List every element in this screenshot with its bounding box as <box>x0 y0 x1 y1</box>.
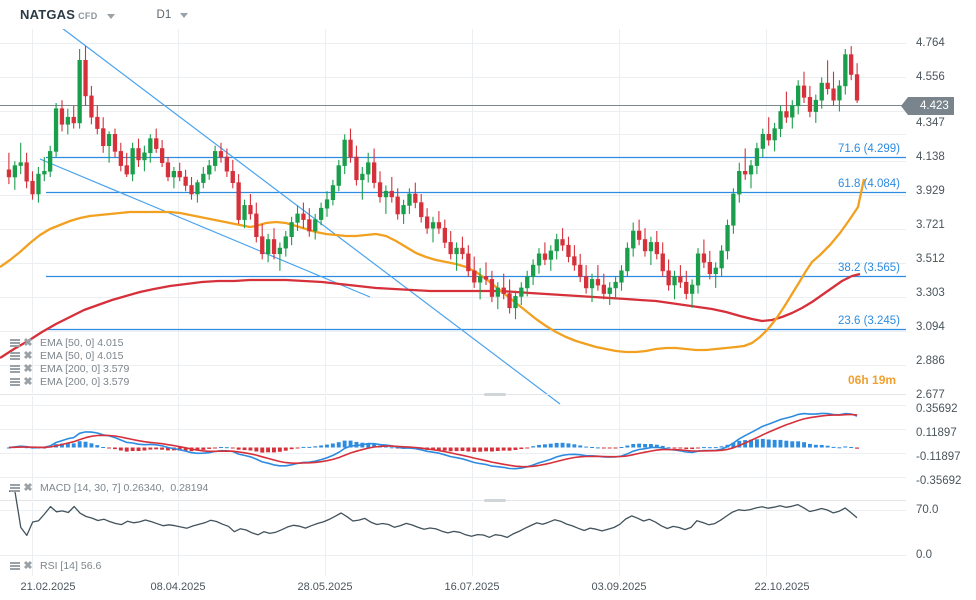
close-icon[interactable]: ✖ <box>23 363 33 375</box>
countdown-hours: 06h <box>848 373 869 387</box>
macd-histogram <box>7 438 859 453</box>
price-axis-label: 2.677 <box>916 389 945 401</box>
close-icon[interactable]: ✖ <box>23 337 33 349</box>
gridlines-vertical <box>32 29 767 393</box>
time-axis-label: 22.10.2025 <box>754 581 810 593</box>
rsi-line <box>9 490 858 539</box>
price-axis-label: 3.303 <box>916 287 945 299</box>
legend-label: EMA [200, 0] 3.579 <box>40 363 130 375</box>
rsi-chart-canvas <box>0 490 906 576</box>
gridlines-horizontal <box>0 43 906 366</box>
price-indicator-legend: ✖ EMA [50, 0] 4.015 ✖ EMA [50, 0] 4.015 … <box>10 337 129 389</box>
macd-signal-line <box>8 413 858 468</box>
price-pane[interactable]: 71.6 (4.299) 61.8 (4.084) 38.2 (3.565) 2… <box>0 24 906 405</box>
price-axis-label: 3.929 <box>916 185 945 197</box>
price-axis-label: 3.094 <box>916 321 945 333</box>
candlestick-series <box>6 46 860 320</box>
time-axis-label: 21.02.2025 <box>20 581 76 593</box>
legend-label: MACD [14, 30, 7] 0.26340, <box>40 481 165 494</box>
rsi-pane[interactable]: ✖ RSI [14] 56.6 <box>0 490 906 576</box>
macd-chart-canvas <box>0 396 906 499</box>
chevron-down-icon <box>106 14 115 19</box>
legend-item-macd[interactable]: ✖ MACD [14, 30, 7] 0.26340, 0.28194 <box>10 481 208 494</box>
close-icon[interactable]: ✖ <box>23 481 33 494</box>
pane-resize-handle[interactable] <box>484 393 506 396</box>
fib-label-0: 71.6 (4.299) <box>838 143 901 155</box>
settings-icon[interactable] <box>10 561 20 571</box>
countdown-minutes: 19m <box>872 373 897 387</box>
chevron-down-icon <box>180 12 189 18</box>
settings-icon[interactable] <box>10 351 20 361</box>
legend-label: EMA [50, 0] 4.015 <box>40 337 124 349</box>
price-axis-label: 3.512 <box>916 253 945 265</box>
legend-item-ema50-b[interactable]: ✖ EMA [50, 0] 4.015 <box>10 350 129 362</box>
legend-item-ema50-a[interactable]: ✖ EMA [50, 0] 4.015 <box>10 337 129 349</box>
legend-label: EMA [50, 0] 4.015 <box>40 350 124 362</box>
chart-toolbar: NATGAS CFD D1 <box>0 0 976 29</box>
price-axis-label: 4.347 <box>916 117 945 129</box>
fib-label-3: 23.6 (3.245) <box>838 315 901 327</box>
macd-axis-label: -0.35692 <box>916 475 962 487</box>
bar-countdown: 06h 19m <box>848 373 896 387</box>
fib-label-1: 61.8 (4.084) <box>838 178 901 190</box>
price-axis-label: 4.764 <box>916 37 945 49</box>
symbol-selector[interactable]: NATGAS CFD <box>20 7 115 22</box>
time-axis-label: 03.09.2025 <box>591 581 647 593</box>
time-axis-label: 16.07.2025 <box>444 581 500 593</box>
macd-axis-label: 0.35692 <box>916 403 958 415</box>
settings-icon[interactable] <box>10 338 20 348</box>
time-axis-label: 08.04.2025 <box>150 581 206 593</box>
price-axis-label: 2.886 <box>916 355 945 367</box>
settings-icon[interactable] <box>10 364 20 374</box>
legend-item-rsi[interactable]: ✖ RSI [14] 56.6 <box>10 559 101 572</box>
price-chart-canvas <box>0 24 906 405</box>
rsi-axis-label: 70.0 <box>916 504 939 516</box>
symbol-kind: CFD <box>78 11 98 21</box>
legend-item-ema200-a[interactable]: ✖ EMA [200, 0] 3.579 <box>10 363 129 375</box>
ema-50-line <box>0 178 866 354</box>
price-axis-label: 4.138 <box>916 151 945 163</box>
legend-label: EMA [200, 0] 3.579 <box>40 376 130 388</box>
timeframe-label: D1 <box>156 8 172 21</box>
ema-200-line <box>0 272 861 359</box>
current-price-badge: 4.423 <box>901 97 954 115</box>
legend-label: RSI [14] 56.6 <box>40 559 102 572</box>
fib-label-2: 38.2 (3.565) <box>838 262 901 274</box>
price-axis-label: 3.721 <box>916 219 945 231</box>
close-icon[interactable]: ✖ <box>23 350 33 362</box>
settings-icon[interactable] <box>10 377 20 387</box>
time-axis[interactable]: 21.02.2025 08.04.2025 28.05.2025 16.07.2… <box>0 577 976 600</box>
macd-axis-label: 0.11897 <box>916 427 957 439</box>
legend-item-ema200-b[interactable]: ✖ EMA [200, 0] 3.579 <box>10 376 129 388</box>
settings-icon[interactable] <box>10 483 20 493</box>
macd-axis-label: -0.11897 <box>916 451 961 463</box>
symbol-name: NATGAS <box>20 7 76 22</box>
rsi-gridlines-vertical <box>32 502 767 576</box>
macd-pane[interactable]: ✖ MACD [14, 30, 7] 0.26340, 0.28194 <box>0 396 906 499</box>
pane-resize-handle-2[interactable] <box>484 499 506 502</box>
close-icon[interactable]: ✖ <box>23 559 33 572</box>
close-icon[interactable]: ✖ <box>23 376 33 388</box>
macd-line <box>8 412 858 470</box>
timeframe-selector[interactable]: D1 <box>115 9 189 21</box>
rsi-axis-label: 0.0 <box>916 549 932 561</box>
legend-label-2: 0.28194 <box>170 481 209 494</box>
rsi-gridlines <box>0 510 906 556</box>
price-axis-label: 4.556 <box>916 71 945 83</box>
time-axis-label: 28.05.2025 <box>297 581 353 593</box>
price-axis[interactable]: 4.764 4.556 4.347 4.138 3.929 3.721 3.51… <box>901 0 976 600</box>
